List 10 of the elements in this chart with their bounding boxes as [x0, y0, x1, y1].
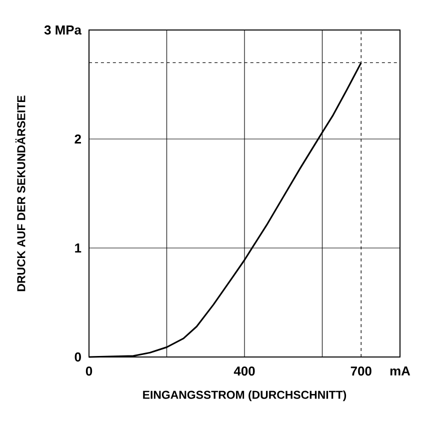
x-tick-label: 400 [234, 366, 255, 376]
y-tick-label: 2 [74, 134, 81, 144]
y-axis-title: DRUCK AUF DER SEKUNDÄRSEITE [15, 96, 26, 292]
x-tick-label: 0 [86, 366, 92, 376]
y-tick-label: 3 MPa [44, 25, 82, 35]
ref-line-label: 700 [350, 366, 372, 376]
x-axis-title: EINGANGSSTROM (DURCHSCHNITT) [143, 390, 346, 402]
x-tick-label: mA [390, 366, 410, 376]
y-tick-label: 1 [75, 244, 82, 252]
y-tick-label: 0 [74, 352, 81, 362]
